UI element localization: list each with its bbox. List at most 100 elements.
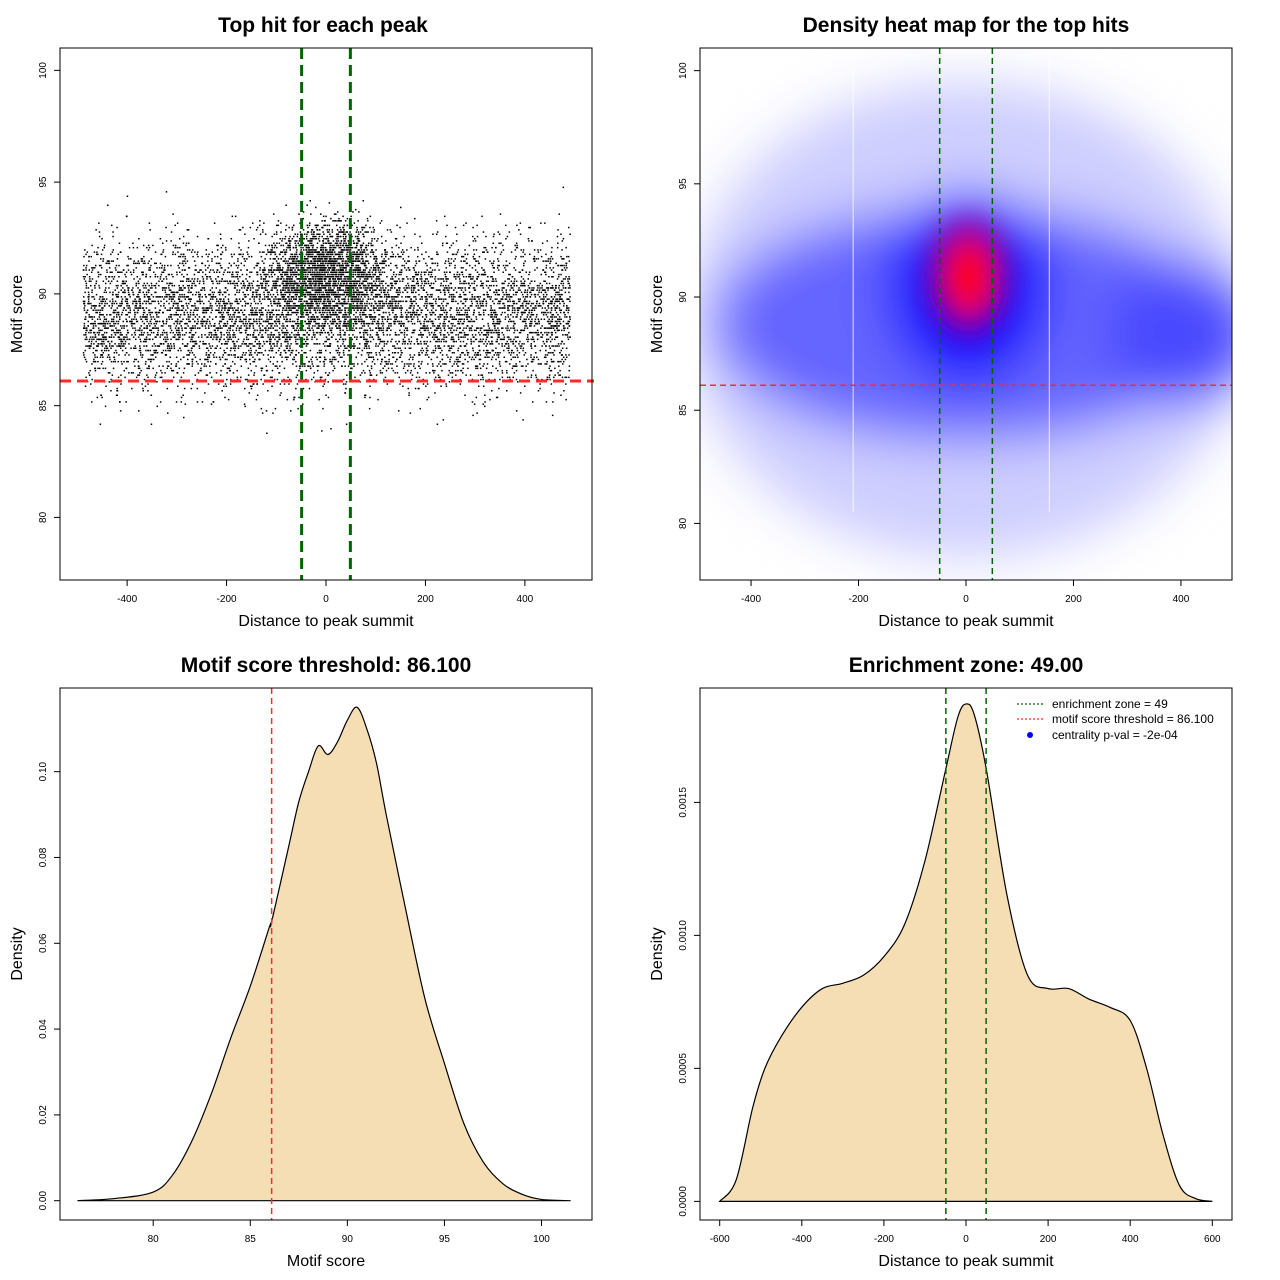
scatter-point: [370, 267, 372, 269]
scatter-point: [153, 318, 156, 320]
scatter-point: [285, 242, 287, 244]
scatter-point: [516, 336, 518, 338]
scatter-point: [90, 340, 93, 343]
scatter-point: [321, 430, 323, 432]
scatter-point: [464, 311, 466, 314]
scatter-point: [298, 284, 300, 287]
scatter-point: [379, 300, 381, 303]
scatter-point: [567, 307, 570, 309]
scatter-point: [567, 280, 569, 282]
scatter-point: [557, 360, 559, 363]
scatter-point: [485, 367, 488, 370]
scatter-point: [105, 349, 108, 352]
scatter-point: [212, 269, 214, 271]
scatter-point: [391, 282, 393, 285]
scatter-point: [205, 343, 207, 345]
scatter-point: [240, 282, 242, 285]
scatter-point: [204, 358, 206, 361]
scatter-point: [249, 385, 252, 387]
scatter-point: [449, 349, 451, 352]
scatter-point: [223, 349, 225, 352]
scatter-point: [393, 345, 396, 347]
scatter-point: [322, 273, 324, 276]
scatter-point: [281, 238, 284, 240]
scatter-point: [133, 322, 136, 325]
scatter-point: [422, 383, 425, 385]
scatter-point: [122, 291, 124, 294]
scatter-point: [312, 264, 314, 267]
scatter-point: [200, 369, 202, 372]
scatter-point: [519, 331, 522, 334]
scatter-point: [110, 340, 113, 343]
scatter-point: [244, 354, 246, 356]
scatter-point: [204, 264, 207, 267]
scatter-point: [116, 387, 118, 390]
scatter-point: [550, 287, 553, 289]
scatter-point: [105, 320, 108, 323]
scatter-point: [207, 336, 209, 338]
scatter-point: [395, 280, 397, 282]
scatter-point: [275, 233, 278, 235]
scatter-point: [154, 374, 157, 376]
scatter-point: [287, 267, 289, 269]
scatter-point: [370, 282, 372, 285]
scatter-point: [219, 300, 222, 303]
scatter-point: [351, 284, 353, 287]
scatter-point: [404, 327, 407, 329]
scatter-point: [329, 284, 331, 287]
scatter-point: [356, 302, 359, 305]
scatter-point: [355, 208, 357, 211]
scatter-point: [220, 267, 222, 269]
scatter-point: [396, 307, 398, 309]
scatter-point: [342, 314, 344, 316]
scatter-point: [361, 372, 363, 374]
scatter-point: [116, 307, 118, 309]
scatter-point: [419, 298, 421, 300]
scatter-point: [337, 298, 340, 300]
scatter-point: [291, 253, 294, 256]
scatter-point: [374, 282, 377, 285]
scatter-point: [134, 305, 137, 307]
scatter-point: [356, 229, 358, 231]
scatter-point: [99, 311, 101, 314]
scatter-point: [102, 336, 105, 338]
scatter-point: [146, 320, 148, 323]
scatter-point: [477, 305, 480, 307]
scatter-point: [443, 338, 445, 341]
scatter-point: [417, 273, 419, 276]
scatter-point: [276, 305, 279, 307]
scatter-point: [269, 338, 271, 341]
scatter-point: [481, 282, 483, 285]
scatter-point: [100, 363, 103, 365]
scatter-point: [170, 240, 172, 242]
scatter-point: [165, 278, 168, 280]
scatter-point: [128, 316, 131, 318]
scatter-point: [540, 318, 543, 320]
scatter-point: [366, 267, 368, 269]
scatter-point: [308, 327, 311, 329]
scatter-point: [439, 360, 441, 363]
scatter-point: [451, 352, 454, 354]
scatter-point: [338, 255, 340, 258]
scatter-point: [205, 358, 208, 361]
scatter-point: [370, 242, 372, 244]
scatter-point: [362, 235, 365, 238]
scatter-point: [405, 300, 407, 303]
scatter-point: [426, 349, 428, 352]
scatter-point: [382, 334, 385, 336]
scatter-point: [114, 322, 117, 325]
scatter-point: [498, 322, 500, 325]
scatter-point: [89, 369, 91, 372]
scatter-point: [371, 302, 373, 305]
scatter-point: [289, 307, 291, 309]
scatter-point: [326, 311, 328, 314]
scatter-point: [289, 345, 291, 347]
scatter-point: [417, 255, 419, 258]
scatter-point: [324, 224, 327, 227]
scatter-point: [291, 311, 293, 314]
scatter-point: [390, 318, 392, 320]
scatter-point: [495, 316, 498, 318]
scatter-point: [409, 278, 412, 280]
scatter-point: [143, 282, 145, 285]
scatter-point: [301, 298, 303, 300]
